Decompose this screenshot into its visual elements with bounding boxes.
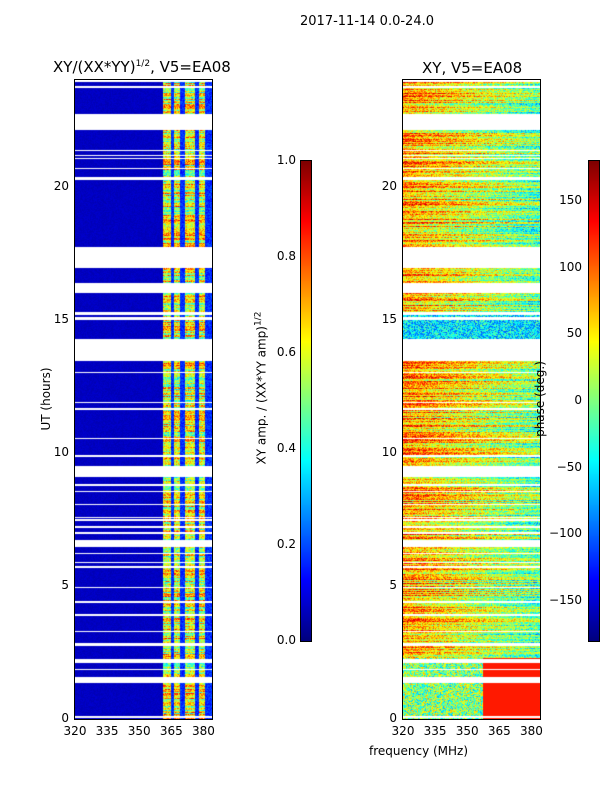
x-tick-label: 350 (455, 724, 479, 738)
x-tick-label: 380 (191, 724, 215, 738)
y-tick-label: 20 (381, 178, 397, 193)
xaxis-label: frequency (MHz) (369, 744, 469, 758)
x-tick-label: 365 (159, 724, 183, 738)
plot2-frame (402, 79, 541, 720)
colorbar1-tick-label: 0.8 (276, 249, 296, 263)
y-tick-label: 0 (389, 711, 397, 725)
y-tick-label: 0 (61, 711, 69, 725)
phase-heatmap (403, 80, 540, 719)
x-tick-label: 335 (423, 724, 447, 738)
y-tick-label: 5 (61, 577, 69, 592)
plot2-title: XY, V5=EA08 (422, 59, 523, 77)
y-tick-label: 15 (381, 311, 397, 326)
colorbar1-tick-label: 0.4 (276, 441, 296, 455)
x-tick-label: 335 (95, 724, 119, 738)
y-tick-label: 10 (53, 444, 69, 459)
colorbar2-tick-label: −150 (549, 593, 582, 607)
colorbar2-tick-label: 0 (574, 393, 582, 407)
plot1-title-main: XY/(XX*YY) (53, 58, 136, 76)
plot1-ylabel: UT (hours) (39, 367, 53, 431)
colorbar1-label-main: XY amp. / (XX*YY amp) (254, 326, 269, 465)
x-tick-label: 380 (519, 724, 543, 738)
colorbar1-tick-label: 0.2 (276, 537, 296, 551)
y-tick-label: 5 (389, 577, 397, 592)
plot1-frame (74, 79, 213, 720)
colorbar1-tick-label: 0.6 (276, 345, 296, 359)
x-tick-label: 320 (63, 724, 87, 738)
colorbar1-tick-label: 0.0 (276, 633, 296, 647)
amplitude-heatmap (75, 80, 212, 719)
phase-colorbar (588, 160, 600, 642)
colorbar2-tick-label: −100 (549, 526, 582, 541)
x-tick-label: 350 (127, 724, 151, 738)
colorbar2-tick-label: 50 (566, 326, 582, 341)
figure-suptitle: 2017-11-14 0.0-24.0 (300, 14, 434, 29)
plot1-title-sup: 1/2 (135, 59, 151, 69)
x-tick-label: 320 (391, 724, 415, 738)
colorbar2-tick-label: −50 (556, 459, 582, 474)
colorbar1-label-sup: 1/2 (253, 311, 264, 327)
colorbar2-tick-label: 150 (559, 193, 582, 207)
colorbar1-tick-label: 1.0 (276, 153, 296, 167)
x-tick-label: 365 (487, 724, 511, 738)
y-tick-label: 10 (381, 444, 397, 459)
amplitude-colorbar (300, 160, 312, 642)
plot1-title-tail: , V5=EA08 (150, 58, 231, 76)
colorbar1-label: XY amp. / (XX*YY amp)1/2 (254, 312, 269, 465)
y-tick-label: 20 (53, 178, 69, 193)
y-tick-label: 15 (53, 311, 69, 326)
colorbar2-tick-label: 100 (559, 259, 582, 274)
colorbar2-label: phase (deg.) (533, 361, 547, 437)
plot1-title: XY/(XX*YY)1/2, V5=EA08 (53, 58, 231, 76)
